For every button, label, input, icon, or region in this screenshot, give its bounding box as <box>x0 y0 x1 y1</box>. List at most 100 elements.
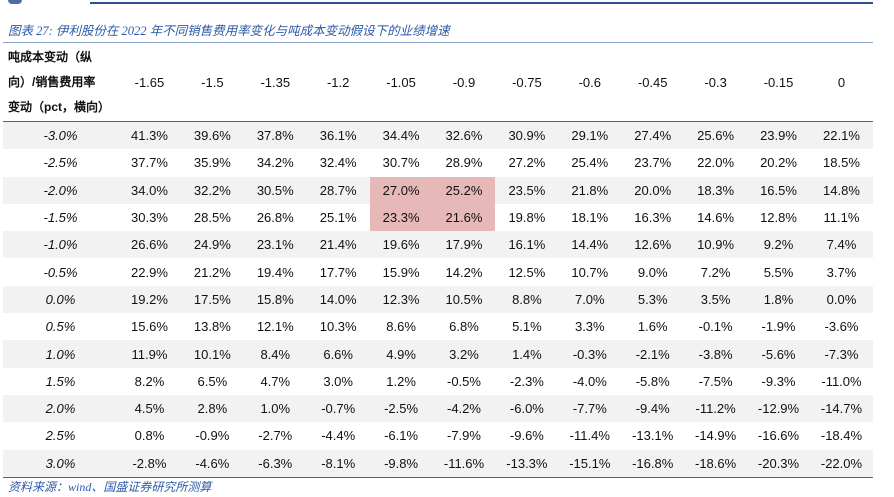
column-header: -0.15 <box>763 74 794 90</box>
table-cell: 39.6% <box>180 121 244 150</box>
corner-header: 吨成本变动（纵 向）/销售费用率 变动（pct，横向） <box>3 43 118 122</box>
table-cell: 17.7% <box>319 264 357 280</box>
table-cell: -4.6% <box>180 449 244 478</box>
table-cell: 8.8% <box>495 285 559 314</box>
table-cell: -4.4% <box>321 428 356 444</box>
table-cell: 36.1% <box>306 121 370 150</box>
row-header: 0.5% <box>45 319 76 335</box>
table-cell: -9.8% <box>369 449 433 478</box>
table-cell: 5.3% <box>621 285 685 314</box>
table-cell: -4.0% <box>572 373 607 389</box>
table-cell: -7.5% <box>698 373 733 389</box>
table-cell: 12.6% <box>621 231 685 259</box>
table-cell: 9.0% <box>637 264 668 280</box>
table-cell: 12.5% <box>508 264 546 280</box>
table-cell: -5.8% <box>635 373 670 389</box>
table-cell: 15.8% <box>243 285 307 314</box>
table-cell: 23.5% <box>495 176 559 204</box>
table-cell: 5.1% <box>512 319 542 335</box>
table-cell: 19.4% <box>256 264 294 280</box>
table-cell: -12.9% <box>747 394 810 423</box>
table-row: 3.0% -2.8% -4.6% -6.3% -8.1% -9.8% -11.6% -13.3… <box>3 449 873 478</box>
table-cell: 41.3% <box>118 121 181 150</box>
column-header: -1.35 <box>260 74 291 90</box>
table-cell: -2.1% <box>621 340 685 368</box>
table-cell: 25.4% <box>571 155 609 171</box>
table-cell: 0.8% <box>134 428 165 444</box>
table-cell: -2.8% <box>118 449 181 478</box>
table-row: -1.0% 26.6% 24.9% 23.1% 21.4% 19.6% 17.9% 16.1%… <box>3 231 873 259</box>
column-header: -1.05 <box>386 74 416 90</box>
table-cell: 27.0% <box>369 176 433 204</box>
table-cell: 21.4% <box>306 231 370 259</box>
row-header: -0.5% <box>43 264 78 280</box>
table-cell: -16.8% <box>621 449 685 478</box>
table-cell: 3.3% <box>574 319 605 335</box>
table-cell: 2.8% <box>180 394 244 423</box>
table-cell: -4.2% <box>432 394 496 423</box>
table-cell: -14.9% <box>695 428 737 444</box>
table-cell: 28.7% <box>306 176 370 204</box>
table-cell: 28.5% <box>193 210 231 226</box>
table-cell: -0.9% <box>195 428 230 444</box>
table-cell: -5.6% <box>747 340 810 368</box>
column-header: -0.75 <box>512 74 542 90</box>
table-cell: 27.4% <box>621 121 685 150</box>
table-cell: 1.0% <box>243 394 307 423</box>
table-cell: 21.2% <box>193 264 231 280</box>
table-cell: 32.2% <box>180 176 244 204</box>
table-cell: 14.2% <box>445 264 483 280</box>
corner-line: 吨成本变动（纵 <box>8 49 93 64</box>
row-header: 2.0% <box>3 394 118 423</box>
table-cell: -20.3% <box>747 449 810 478</box>
table-cell: 6.8% <box>449 319 479 335</box>
table-cell: -2.5% <box>369 394 433 423</box>
table-cell: -6.0% <box>495 394 559 423</box>
table-cell: 10.5% <box>432 285 496 314</box>
table-row: 0.0% 19.2% 17.5% 15.8% 14.0% 12.3% 10.5% 8.8% 7.… <box>3 285 873 314</box>
table-cell: 3.2% <box>432 340 496 368</box>
table-row: -3.0% 41.3% 39.6% 37.8% 36.1% 34.4% 32.6% 30.9%… <box>3 121 873 150</box>
row-header: -1.0% <box>3 231 118 259</box>
column-header: -1.65 <box>134 74 165 90</box>
table-cell: -22.0% <box>809 449 873 478</box>
table-cell: 14.0% <box>306 285 370 314</box>
table-cell: 23.7% <box>634 155 672 171</box>
table-cell: 22.1% <box>809 121 873 150</box>
table-cell: 30.5% <box>243 176 307 204</box>
table-cell: -0.5% <box>447 373 481 389</box>
table-cell: 11.1% <box>823 210 860 226</box>
table-cell: 29.1% <box>558 121 622 150</box>
table-cell: 37.7% <box>131 155 168 171</box>
table-row: 1.0% 11.9% 10.1% 8.4% 6.6% 4.9% 3.2% 1.4% -0.3% -… <box>3 340 873 368</box>
table-cell: -9.3% <box>761 373 796 389</box>
table-cell: 28.9% <box>445 155 483 171</box>
table-cell: 21.8% <box>558 176 622 204</box>
table-cell: 3.7% <box>826 264 857 280</box>
table-row: -0.5% 22.9% 21.2% 19.4% 17.7% 15.9% 14.2% 12.5%… <box>3 258 873 285</box>
table-cell: 18.5% <box>823 155 860 171</box>
table-cell: 12.1% <box>256 319 294 335</box>
table-cell: -2.3% <box>509 373 544 389</box>
table-cell: 18.3% <box>684 176 748 204</box>
table-cell: 25.6% <box>684 121 748 150</box>
table-cell: 26.8% <box>256 210 294 226</box>
table-cell: -3.6% <box>824 319 859 335</box>
table-cell: 21.6% <box>432 203 496 232</box>
table-caption: 图表 27: 伊利股份在 2022 年不同销售费用率变化与吨成本变动假设下的业绩… <box>8 24 450 38</box>
table-cell: -11.4% <box>569 428 610 444</box>
table-cell: 23.9% <box>747 121 810 150</box>
table-cell: 14.8% <box>809 176 873 204</box>
row-header: 1.0% <box>3 340 118 368</box>
column-header: -1.2 <box>326 74 350 90</box>
table-cell: 8.2% <box>134 373 165 389</box>
table-cell: 0.0% <box>809 285 873 314</box>
table-cell: 15.6% <box>131 319 168 335</box>
table-cell: -11.2% <box>684 394 748 423</box>
table-cell: 16.1% <box>495 231 559 259</box>
table-cell: 10.9% <box>684 231 748 259</box>
table-row: 1.5% 8.2% 6.5% 4.7% 3.0% 1.2% -0.5% -2.3% -4.0% -… <box>3 368 873 395</box>
column-header: -0.3 <box>704 74 727 90</box>
table-cell: 37.8% <box>243 121 307 150</box>
table-cell: -7.9% <box>447 428 481 444</box>
